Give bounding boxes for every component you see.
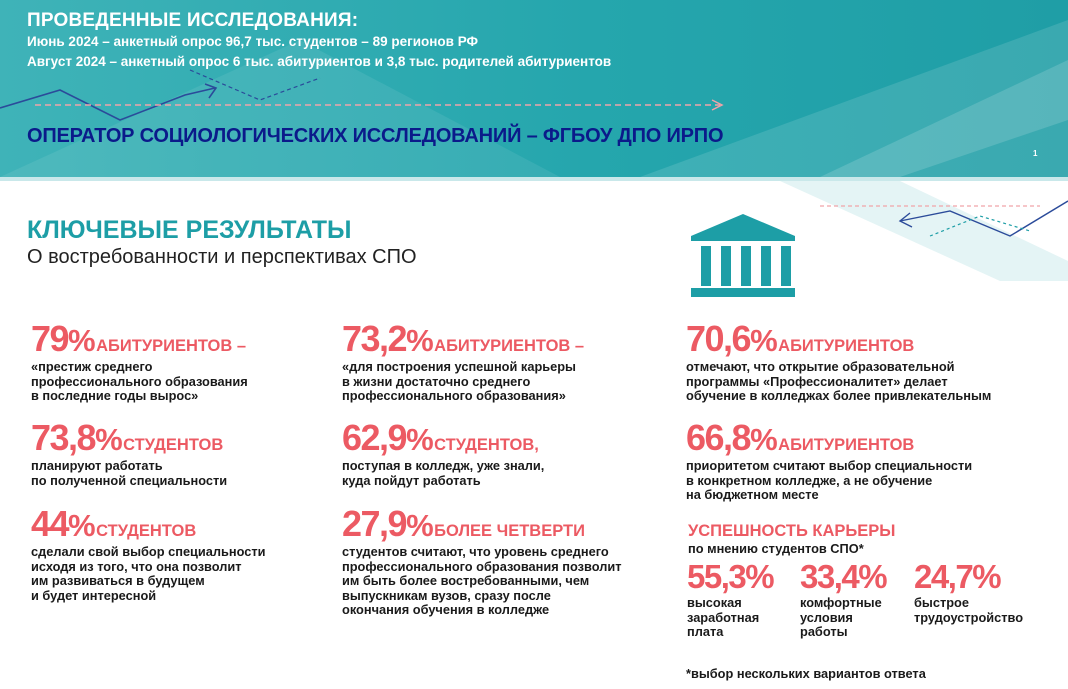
career-description: комфортные условия работы: [800, 595, 882, 640]
stat-description: студентов считают, что уровень среднего …: [342, 544, 622, 618]
stat-label: БОЛЕЕ ЧЕТВЕРТИ: [434, 522, 585, 540]
career-item-employment: 24,7% быстрое трудоустройство: [914, 558, 1023, 625]
stat-unit: %: [750, 422, 778, 457]
stat-specialty-choice: 44% СТУДЕНТОВ сделали свой выбор специаль…: [31, 506, 266, 603]
stat-label: АБИТУРИЕНТОВ: [778, 436, 915, 454]
stat-label: АБИТУРИЕНТОВ –: [434, 337, 585, 355]
header-banner: ПРОВЕДЕННЫЕ ИССЛЕДОВАНИЯ: Июнь 2024 – ан…: [0, 0, 1068, 177]
stat-specialty-priority: 66,8% АБИТУРИЕНТОВ приоритетом считают вы…: [686, 420, 972, 503]
footnote: *выбор нескольких вариантов ответа: [686, 666, 926, 681]
stat-label: СТУДЕНТОВ: [123, 436, 224, 454]
stat-value: 44: [31, 503, 70, 544]
stat-unit: %: [750, 323, 778, 358]
header-divider: [0, 177, 1068, 181]
stat-prestige: 79% АБИТУРИЕНТОВ – «престиж среднего проф…: [31, 321, 248, 404]
stat-description: «для построения успешной карьеры в жизни…: [342, 359, 576, 404]
career-description: высокая заработная плата: [687, 595, 760, 640]
stat-description: поступая в колледж, уже знали, куда пойд…: [342, 458, 545, 488]
stat-label: СТУДЕНТОВ: [96, 522, 197, 540]
career-description: быстрое трудоустройство: [914, 595, 1024, 625]
key-results-title: КЛЮЧЕВЫЕ РЕЗУЛЬТАТЫ: [27, 216, 352, 244]
stat-value: 66,8: [686, 417, 752, 458]
stat-career-enough: 73,2% АБИТУРИЕНТОВ – «для построения успе…: [342, 321, 584, 404]
stat-professionalitet: 70,6% АБИТУРИЕНТОВ отмечают, что открытие…: [686, 321, 991, 404]
stat-label: АБИТУРИЕНТОВ –: [96, 337, 247, 355]
stat-knew-where-work: 62,9% СТУДЕНТОВ, поступая в колледж, уже …: [342, 420, 544, 488]
stat-label: СТУДЕНТОВ,: [434, 436, 539, 454]
career-success-subtitle: по мнению студентов СПО*: [688, 541, 864, 556]
stat-value: 62,9: [342, 417, 408, 458]
stat-more-in-demand: 27,9% БОЛЕЕ ЧЕТВЕРТИ студентов считают, ч…: [342, 506, 621, 618]
career-value: 24,7%: [914, 558, 1002, 595]
stat-unit: %: [68, 508, 96, 543]
stat-description: приоритетом считают выбор специальности …: [686, 458, 973, 503]
stat-description: отмечают, что открытие образовательной п…: [686, 359, 992, 404]
stat-unit: %: [406, 508, 434, 543]
stat-label: АБИТУРИЕНТОВ: [778, 337, 915, 355]
stat-unit: %: [95, 422, 123, 457]
studies-title: ПРОВЕДЕННЫЕ ИССЛЕДОВАНИЯ:: [27, 10, 359, 31]
stat-unit: %: [406, 422, 434, 457]
study-august-line: Август 2024 – анкетный опрос 6 тыс. абит…: [27, 54, 612, 69]
study-june-line: Июнь 2024 – анкетный опрос 96,7 тыс. сту…: [27, 34, 479, 49]
stat-description: сделали свой выбор специальности исходя …: [31, 544, 266, 603]
career-item-conditions: 33,4% комфортные условия работы: [800, 558, 888, 640]
page-number: 1: [1033, 149, 1038, 158]
stat-value: 73,2: [342, 318, 408, 359]
key-results-subtitle: О востребованности и перспективах СПО: [27, 246, 417, 268]
building-icon: [691, 214, 795, 297]
career-value: 33,4%: [800, 558, 888, 595]
stat-value: 27,9: [342, 503, 408, 544]
operator-line: ОПЕРАТОР СОЦИОЛОГИЧЕСКИХ ИССЛЕДОВАНИЙ – …: [27, 125, 724, 147]
stat-unit: %: [68, 323, 96, 358]
stat-value: 70,6: [686, 318, 752, 359]
career-item-salary: 55,3% высокая заработная плата: [687, 558, 775, 640]
stat-value: 79: [31, 318, 70, 359]
header-decoration: [0, 20, 1068, 177]
stat-description: планируют работать по полученной специал…: [31, 458, 228, 488]
body-decoration: [780, 181, 1068, 281]
career-success-title: УСПЕШНОСТЬ КАРЬЕРЫ: [688, 522, 896, 540]
stat-work-by-specialty: 73,8% СТУДЕНТОВ планируют работать по пол…: [31, 420, 227, 488]
career-value: 55,3%: [687, 558, 775, 595]
stat-unit: %: [406, 323, 434, 358]
stat-description: «престиж среднего профессионального обра…: [31, 359, 248, 404]
stat-value: 73,8: [31, 417, 97, 458]
